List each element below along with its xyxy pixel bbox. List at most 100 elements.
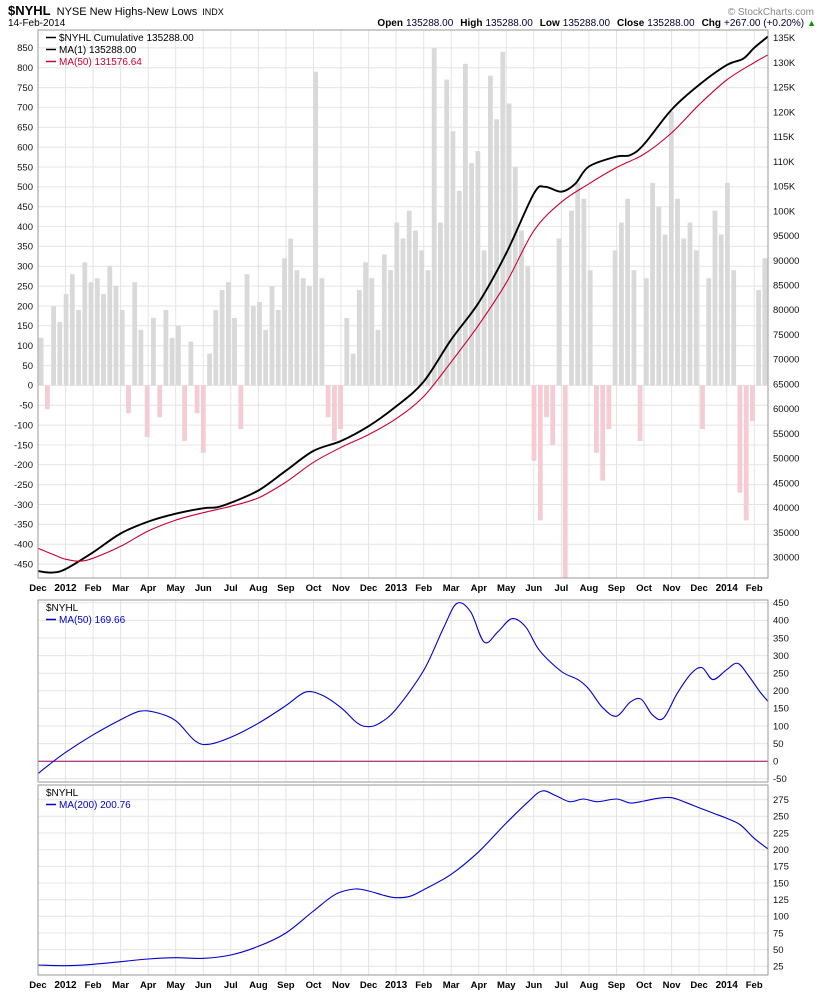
exchange-label: INDX [202,7,224,17]
panel-ma200: 275 250 225 200 175 150 125 100 75 50 25 $NYHLMA(20… [29,784,789,991]
high-value: 135288.00 [485,18,533,29]
svg-text:Jun: Jun [525,583,542,594]
svg-text:175: 175 [773,862,789,873]
svg-text:Aug: Aug [580,980,599,991]
svg-text:275: 275 [773,795,789,806]
svg-text:MA(1) 135288.00: MA(1) 135288.00 [59,45,137,56]
open-label: Open [377,18,403,29]
svg-text:250: 250 [773,669,789,680]
svg-text:Nov: Nov [332,583,351,594]
low-value: 135288.00 [562,18,611,29]
svg-text:Feb: Feb [415,980,432,991]
svg-text:500: 500 [17,182,33,193]
svg-text:Oct: Oct [636,583,653,594]
svg-text:130K: 130K [773,58,796,69]
svg-text:2014: 2014 [716,583,739,594]
svg-text:Aug: Aug [249,980,268,991]
svg-text:800: 800 [17,63,33,74]
svg-text:650: 650 [17,123,33,134]
svg-text:Sep: Sep [277,980,295,991]
svg-text:-100: -100 [14,420,33,431]
svg-text:Nov: Nov [332,980,351,991]
svg-text:300: 300 [773,651,789,662]
svg-text:Apr: Apr [140,980,157,991]
svg-text:Dec: Dec [690,583,707,594]
svg-text:2014: 2014 [716,980,739,991]
open-value: 135288.00 [405,18,454,29]
svg-text:120K: 120K [773,107,796,118]
svg-text:60000: 60000 [773,404,799,415]
panel-cumulative-main: 8508007507006506005505004504003503002502… [14,29,799,594]
svg-text:25: 25 [773,962,784,973]
svg-text:85000: 85000 [773,281,799,292]
svg-text:105K: 105K [773,182,796,193]
svg-text:450: 450 [17,202,33,213]
svg-text:100: 100 [773,721,789,732]
svg-text:Jun: Jun [195,583,212,594]
svg-text:125: 125 [773,895,789,906]
svg-text:45000: 45000 [773,478,799,489]
svg-text:30000: 30000 [773,553,799,564]
svg-text:-300: -300 [14,500,33,511]
svg-text:Dec: Dec [29,583,46,594]
svg-text:$NYHL: $NYHL [46,603,79,614]
close-label: Close [617,18,645,29]
svg-text:Dec: Dec [690,980,707,991]
copyright-notice: © StockCharts.com [727,7,814,18]
svg-text:750: 750 [17,83,33,94]
svg-text:50: 50 [22,361,33,372]
svg-text:$NYHL: $NYHL [46,788,79,799]
chart-header: $NYHL NYSE New Highs-New Lows INDX © Sto… [0,0,820,29]
up-arrow-icon: ▲ [807,18,816,28]
svg-text:Feb: Feb [746,583,763,594]
svg-text:Feb: Feb [415,583,432,594]
svg-text:50: 50 [773,945,784,956]
chg-value: +267.00 (+0.20%) [724,18,805,29]
svg-text:Aug: Aug [580,583,599,594]
svg-text:250: 250 [17,281,33,292]
svg-text:80000: 80000 [773,305,799,316]
svg-text:-150: -150 [14,440,33,451]
svg-text:65000: 65000 [773,379,799,390]
svg-text:$NYHL Cumulative 135288.00: $NYHL Cumulative 135288.00 [59,33,194,44]
svg-text:135K: 135K [773,33,796,44]
svg-text:300: 300 [17,262,33,273]
svg-text:Jul: Jul [224,583,238,594]
svg-text:Oct: Oct [306,980,323,991]
svg-text:100: 100 [17,341,33,352]
svg-text:Apr: Apr [140,583,157,594]
svg-text:Sep: Sep [608,583,626,594]
svg-text:-200: -200 [14,460,33,471]
svg-text:150: 150 [17,321,33,332]
svg-text:-400: -400 [14,540,33,551]
svg-text:200: 200 [17,301,33,312]
svg-text:Jul: Jul [555,583,569,594]
svg-text:Dec: Dec [29,980,46,991]
svg-text:Sep: Sep [277,583,295,594]
svg-text:2013: 2013 [385,980,408,991]
svg-text:Mar: Mar [112,583,129,594]
svg-text:-250: -250 [14,480,33,491]
svg-text:40000: 40000 [773,503,799,514]
svg-text:MA(50) 131576.64: MA(50) 131576.64 [59,57,142,68]
svg-text:0: 0 [28,381,33,392]
svg-text:0: 0 [773,757,778,768]
svg-text:700: 700 [17,103,33,114]
quote-row: 14-Feb-2014 Open 135288.00 High 135288.00 Lo… [0,18,820,29]
svg-text:Feb: Feb [85,583,102,594]
svg-text:May: May [166,980,185,991]
svg-text:50: 50 [773,739,784,750]
svg-text:-450: -450 [14,559,33,570]
svg-text:Jul: Jul [555,980,569,991]
svg-text:-50: -50 [773,774,787,785]
svg-text:250: 250 [773,812,789,823]
svg-text:Dec: Dec [360,583,377,594]
svg-text:75000: 75000 [773,330,799,341]
svg-text:2012: 2012 [54,980,77,991]
svg-text:2012: 2012 [54,583,77,594]
svg-text:Mar: Mar [443,583,460,594]
svg-text:May: May [166,583,185,594]
svg-text:75: 75 [773,928,784,939]
svg-text:Nov: Nov [663,980,682,991]
